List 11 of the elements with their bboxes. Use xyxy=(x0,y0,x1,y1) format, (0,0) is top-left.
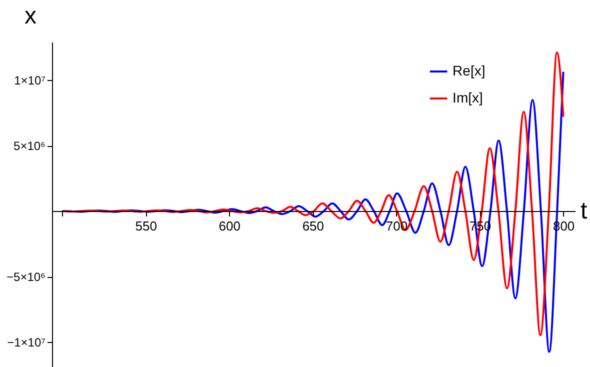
y-axis-title: x xyxy=(24,2,36,30)
y-tick-label: −1×10⁷ xyxy=(7,336,46,350)
legend-label: Im[x] xyxy=(452,90,483,106)
y-tick-label: 5×10⁶ xyxy=(14,139,46,154)
x-tick-label: 600 xyxy=(218,218,240,234)
y-tick-label: −5×10⁶ xyxy=(6,270,46,284)
x-axis-title: t xyxy=(580,198,588,225)
x-tick-label: 650 xyxy=(302,218,324,234)
legend-label: Re[x] xyxy=(452,62,486,78)
x-tick-label: 550 xyxy=(135,218,157,234)
y-tick-label: 1×10⁷ xyxy=(14,74,46,88)
